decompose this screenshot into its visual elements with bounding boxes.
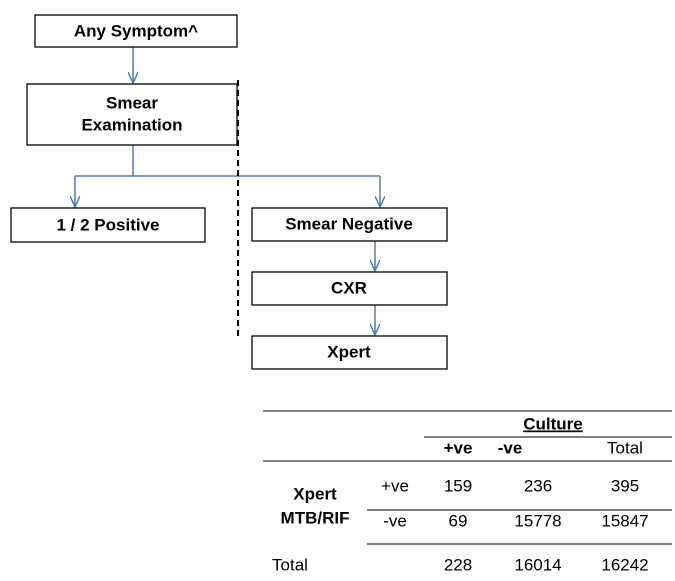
table-cell: 15847: [601, 511, 648, 530]
table-cell: 16242: [601, 555, 648, 574]
row-label: +ve: [381, 476, 409, 495]
node-box: [26, 83, 238, 146]
node-box: [10, 207, 206, 243]
row-label: -ve: [383, 511, 407, 530]
node-box: [251, 271, 448, 306]
node-label: CXR: [331, 278, 367, 297]
table-cell: 236: [524, 476, 552, 495]
table-cell: 16014: [514, 555, 561, 574]
table-cell: 395: [611, 476, 639, 495]
row-group-label: Xpert: [293, 484, 337, 503]
row-label: Total: [272, 555, 308, 574]
node-label: Xpert: [327, 342, 371, 361]
node-label: Smear: [106, 93, 158, 112]
table-cell: 69: [449, 511, 468, 530]
node-box: [251, 335, 448, 370]
row-group-label: MTB/RIF: [281, 508, 350, 527]
table-body: +ve 159 236 395 -ve 69 15778 15847 Total 228 16014…: [272, 476, 649, 574]
node-label: Examination: [81, 115, 182, 134]
table-cell: 15778: [514, 511, 561, 530]
table-cell: 228: [444, 555, 472, 574]
column-header: +ve: [444, 438, 473, 457]
table-group-header: Culture: [523, 414, 583, 433]
node-box: [34, 14, 238, 48]
node-label: Smear Negative: [285, 214, 413, 233]
column-header: Total: [607, 438, 643, 457]
node-box: [251, 207, 448, 242]
node-label: Any Symptom^: [74, 21, 198, 40]
column-header: -ve: [498, 438, 523, 457]
node-label: 1 / 2 Positive: [57, 215, 160, 234]
table-cell: 159: [444, 476, 472, 495]
